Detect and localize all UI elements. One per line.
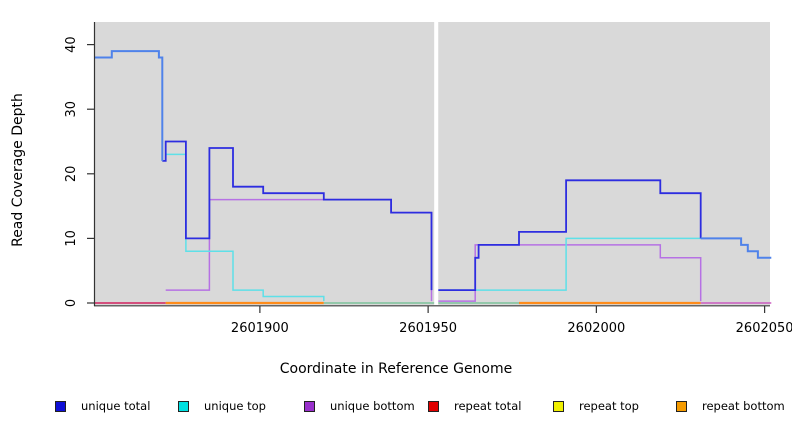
legend-item-repeat-total: repeat total [428,398,521,414]
legend-item-repeat-bottom: repeat bottom [676,398,785,414]
y-tick-label: 10 [64,230,79,247]
legend-item-unique-bottom: unique bottom [304,398,415,414]
legend-label: repeat top [579,399,639,413]
x-tick-label: 2602000 [567,321,625,336]
total-top-overlap-a [95,50,164,161]
unique-top-line-b [438,237,701,291]
no-data-gap-band [434,22,439,305]
plot-panel [95,22,770,305]
legend-item-unique-top: unique top [178,398,266,414]
unique-total-line-b [438,179,702,292]
unique-total-line-a [162,140,433,291]
legend-label: unique total [81,399,151,413]
y-tick-label: 40 [64,36,79,53]
y-tick-label: 20 [64,166,79,183]
legend-swatch-icon [55,400,66,412]
legend-swatch-icon [428,400,439,412]
y-tick-label: 30 [64,101,79,118]
legend-item-unique-total: unique total [55,398,150,414]
total-top-overlap-b [700,237,772,259]
legend-label: repeat total [454,399,522,413]
y-tick-label: 0 [64,299,79,307]
legend-label: unique top [204,399,266,413]
legend-item-repeat-top: repeat top [553,398,639,414]
unique-bottom-line-b [438,244,702,302]
x-tick-label: 2601900 [231,321,289,336]
legend: unique total unique top unique bottom repea… [0,398,792,418]
x-axis-title: Coordinate in Reference Genome [279,361,513,377]
legend-swatch-icon [178,400,189,412]
legend-label: unique bottom [330,399,415,413]
legend-swatch-icon [304,400,315,412]
legend-swatch-icon [676,400,687,412]
legend-swatch-icon [553,400,564,412]
x-tick-label: 2602050 [736,321,792,336]
x-tick-label: 2601950 [399,321,457,336]
legend-label: repeat bottom [702,399,785,413]
y-axis-title: Read Coverage Depth [10,93,26,247]
